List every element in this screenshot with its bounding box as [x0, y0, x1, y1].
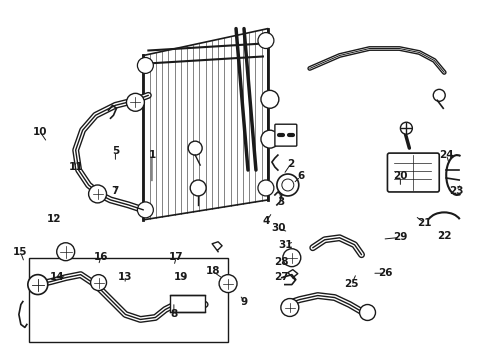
Circle shape: [261, 90, 278, 108]
Circle shape: [276, 174, 298, 196]
Circle shape: [280, 298, 298, 316]
Text: 15: 15: [13, 247, 28, 257]
Text: 3: 3: [277, 197, 284, 207]
Text: 20: 20: [392, 171, 407, 181]
Text: 23: 23: [448, 186, 463, 196]
Text: 31: 31: [278, 239, 292, 249]
Circle shape: [219, 275, 237, 293]
Circle shape: [359, 305, 375, 320]
Text: 22: 22: [436, 231, 450, 240]
Bar: [170, 294, 205, 312]
Text: 9: 9: [241, 297, 247, 307]
Text: 8: 8: [170, 310, 177, 319]
Circle shape: [188, 141, 202, 155]
Circle shape: [432, 89, 444, 101]
Text: 28: 28: [273, 257, 288, 267]
Text: 14: 14: [50, 272, 64, 282]
Text: 24: 24: [438, 150, 453, 160]
Text: 27: 27: [273, 272, 288, 282]
Text: 5: 5: [112, 146, 119, 156]
Text: 7: 7: [111, 186, 119, 196]
Text: 10: 10: [33, 127, 47, 136]
Circle shape: [400, 122, 411, 134]
Circle shape: [57, 243, 75, 261]
Bar: [29, 258, 227, 342]
Circle shape: [190, 180, 206, 196]
Text: 21: 21: [417, 218, 431, 228]
Circle shape: [137, 58, 153, 73]
Circle shape: [126, 93, 144, 111]
Text: 12: 12: [47, 215, 61, 224]
Circle shape: [258, 180, 273, 196]
Text: 11: 11: [69, 162, 83, 172]
Text: 25: 25: [344, 279, 358, 289]
Text: 2: 2: [286, 159, 294, 169]
Circle shape: [88, 185, 106, 203]
Text: 16: 16: [93, 252, 108, 262]
Circle shape: [28, 275, 48, 294]
Circle shape: [261, 130, 278, 148]
Circle shape: [281, 179, 293, 191]
Text: 6: 6: [296, 171, 304, 181]
Text: 18: 18: [205, 266, 220, 276]
FancyBboxPatch shape: [386, 153, 438, 192]
Text: 19: 19: [174, 272, 188, 282]
Text: 26: 26: [378, 268, 392, 278]
Text: 13: 13: [118, 272, 132, 282]
Text: 17: 17: [169, 252, 183, 262]
Circle shape: [90, 275, 106, 291]
Circle shape: [258, 32, 273, 49]
Circle shape: [282, 249, 300, 267]
Circle shape: [137, 202, 153, 218]
Text: 4: 4: [262, 216, 269, 226]
Text: 30: 30: [271, 224, 285, 233]
FancyBboxPatch shape: [274, 124, 296, 146]
Text: 29: 29: [392, 232, 407, 242]
Text: 1: 1: [148, 150, 155, 160]
